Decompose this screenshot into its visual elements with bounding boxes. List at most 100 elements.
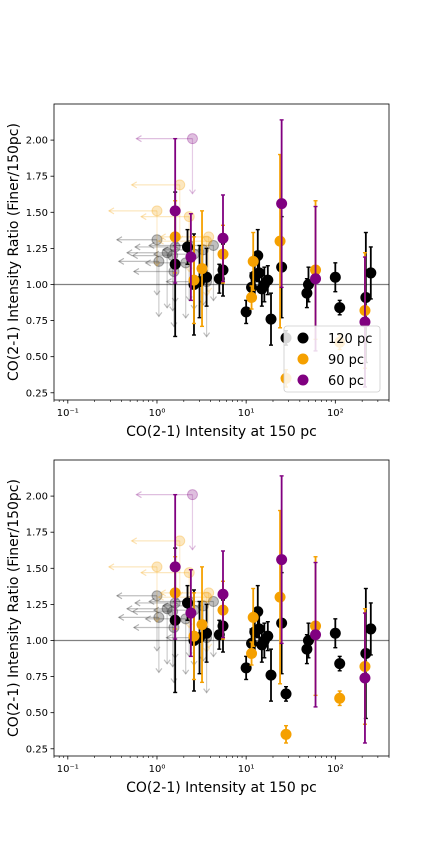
y-tick-label: 0.50: [26, 708, 48, 719]
limit-arrowhead-0: [117, 613, 125, 621]
data-point-0: [301, 643, 313, 655]
data-point-2: [185, 607, 197, 619]
data-point-0: [329, 627, 341, 639]
limit-arrowhead-0: [165, 634, 172, 642]
data-point-0: [365, 267, 377, 279]
x-axis-label: CO(2-1) Intensity at 150 pc: [126, 424, 317, 440]
limit-drop-head-0: [153, 290, 161, 296]
limit-arrowhead-0: [134, 243, 141, 251]
limit-arrowhead-0: [125, 605, 133, 613]
limit-arrowhead-0: [117, 257, 125, 265]
legend-marker: [297, 332, 309, 344]
limit-drop-head-0: [153, 646, 161, 652]
limit-marker-2: [186, 133, 198, 145]
limit-arrowhead-1: [159, 233, 166, 241]
limit-drop-head-0: [209, 652, 217, 658]
data-point-0: [334, 658, 346, 670]
data-point-2: [359, 672, 371, 684]
axes-frame: [53, 103, 390, 401]
data-point-2: [276, 554, 288, 566]
limit-arrowhead-0: [131, 608, 138, 616]
limit-arrowhead-2: [135, 135, 142, 143]
limit-arrowhead-0: [162, 246, 169, 254]
data-point-0: [262, 630, 274, 642]
x-tick-label: 10⁰: [149, 764, 166, 775]
limit-marker-1: [174, 179, 186, 191]
legend-label: 60 pc: [328, 374, 364, 389]
data-point-2: [217, 232, 229, 244]
limit-marker-1: [151, 205, 163, 217]
limit-marker-0: [207, 240, 219, 252]
limit-arrowhead-0: [125, 249, 133, 257]
limit-drop-head-1: [153, 261, 161, 267]
limit-arrowhead-0: [132, 267, 140, 276]
x-tick-label: 10²: [327, 408, 344, 419]
limit-arrowhead-1: [157, 237, 164, 245]
limit-arrowhead-0: [172, 597, 179, 606]
limit-marker-0: [151, 234, 163, 246]
y-tick-label: 2.00: [26, 492, 48, 503]
legend-marker: [297, 353, 309, 365]
limit-arrowhead-1: [140, 213, 147, 221]
y-tick-label: 1.50: [26, 564, 48, 575]
x-tick-label: 10²: [327, 764, 344, 775]
data-point-1: [274, 591, 286, 603]
data-point-0: [301, 287, 313, 299]
limit-arrowhead-0: [134, 599, 141, 607]
y-tick-label: 0.25: [26, 388, 48, 399]
y-tick-label: 0.50: [26, 352, 48, 363]
data-point-1: [246, 291, 258, 303]
x-axis-label: CO(2-1) Intensity at 150 pc: [126, 780, 317, 796]
chart-panel-2: 0.25 0.50 0.75 1.00 1.25 1.50 1.75 2.00 10⁻¹ 10⁰ 1…: [6, 459, 390, 796]
limit-drop-head-2: [188, 545, 196, 551]
y-axis-label: CO(2-1) Intensity Ratio (Finer/150pc): [6, 123, 22, 381]
data-point-2: [310, 273, 322, 285]
data-point-0: [253, 623, 265, 635]
data-point-0: [329, 271, 341, 283]
data-point-2: [169, 205, 181, 217]
limit-marker-1: [203, 587, 215, 599]
legend-marker: [297, 374, 309, 386]
data-point-0: [240, 662, 252, 674]
data-point-1: [274, 235, 286, 247]
data-point-0: [265, 313, 277, 325]
limit-arrowhead-1: [140, 569, 147, 577]
data-point-2: [217, 588, 229, 600]
y-tick-label: 1.25: [26, 600, 48, 611]
data-point-1: [246, 647, 258, 659]
y-tick-label: 0.75: [26, 316, 48, 327]
limit-marker-1: [201, 235, 213, 247]
data-point-1: [280, 728, 292, 740]
data-point-0: [265, 669, 277, 681]
data-point-1: [334, 692, 346, 704]
limit-arrowhead-1: [159, 589, 166, 597]
y-tick-label: 1.75: [26, 172, 48, 183]
limit-marker-1: [203, 231, 215, 243]
limit-marker-0: [153, 611, 165, 623]
data-point-0: [365, 623, 377, 635]
limit-marker-1: [201, 591, 213, 603]
x-tick-label: 10⁰: [149, 408, 166, 419]
x-tick-label: 10¹: [238, 764, 255, 775]
legend-box: [283, 325, 381, 393]
limit-marker-0: [207, 596, 219, 608]
data-point-0: [201, 627, 213, 639]
x-tick-label: 10¹: [238, 408, 255, 419]
limit-arrowhead-1: [107, 563, 115, 571]
limit-marker-0: [153, 255, 165, 267]
limit-arrowhead-0: [131, 252, 138, 260]
y-axis-label: CO(2-1) Intensity Ratio (Finer/150pc): [6, 479, 22, 737]
y-tick-label: 1.50: [26, 208, 48, 219]
data-point-0: [240, 306, 252, 318]
limit-marker-0: [151, 590, 163, 602]
data-point-0: [280, 688, 292, 700]
limit-arrowhead-0: [172, 241, 179, 250]
y-tick-label: 1.75: [26, 528, 48, 539]
limit-drop-head-0: [182, 669, 190, 675]
limit-arrowhead-0: [144, 615, 152, 623]
data-point-1: [247, 255, 259, 267]
limit-arrowhead-0: [148, 597, 155, 606]
limit-arrowhead-1: [157, 593, 164, 601]
limit-arrowhead-0: [115, 592, 123, 600]
